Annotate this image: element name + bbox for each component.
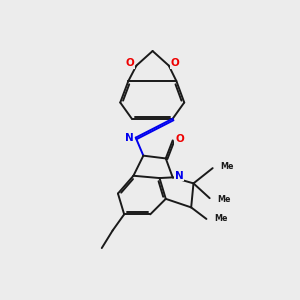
Text: N: N — [125, 133, 134, 142]
Text: Me: Me — [220, 162, 233, 171]
Text: Me: Me — [214, 214, 227, 223]
Text: O: O — [175, 134, 184, 144]
Text: N: N — [175, 170, 184, 181]
Text: Me: Me — [217, 195, 230, 204]
Text: O: O — [171, 58, 180, 68]
Text: O: O — [126, 58, 134, 68]
